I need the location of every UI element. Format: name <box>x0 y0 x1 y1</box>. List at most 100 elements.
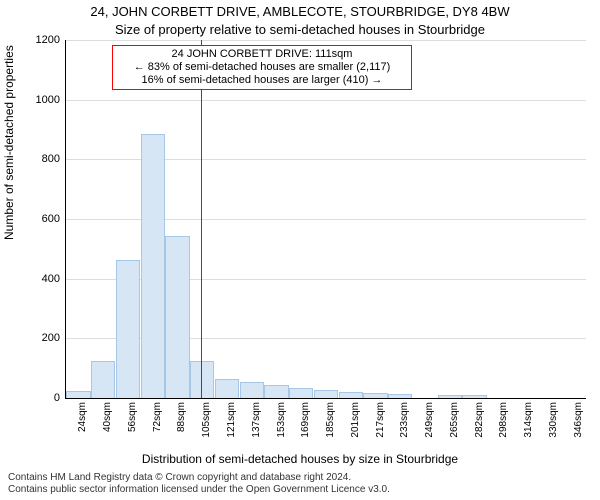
title-line-1: 24, JOHN CORBETT DRIVE, AMBLECOTE, STOUR… <box>0 4 600 19</box>
y-tick-label: 1200 <box>26 34 60 46</box>
x-tick-label: 314sqm <box>523 402 534 438</box>
bar-slot <box>165 40 190 398</box>
title-line-2: Size of property relative to semi-detach… <box>0 22 600 37</box>
x-tick-slot: 40sqm <box>90 400 115 450</box>
x-tick-slot: 249sqm <box>412 400 437 450</box>
bar-slot <box>462 40 487 398</box>
histogram-bar <box>66 391 90 398</box>
bar-slot <box>314 40 339 398</box>
x-tick-slot: 330sqm <box>536 400 561 450</box>
x-tick-label: 282sqm <box>474 402 485 438</box>
x-tick-slot: 314sqm <box>511 400 536 450</box>
annotation-line-2: ← 83% of semi-detached houses are smalle… <box>117 61 407 74</box>
chart-container: 24, JOHN CORBETT DRIVE, AMBLECOTE, STOUR… <box>0 0 600 500</box>
histogram-bar <box>141 134 165 398</box>
histogram-bar <box>190 361 214 398</box>
x-tick-label: 298sqm <box>498 402 509 438</box>
histogram-bars <box>66 40 586 398</box>
histogram-bar <box>462 395 486 398</box>
bar-slot <box>537 40 562 398</box>
x-tick-slot: 169sqm <box>288 400 313 450</box>
bar-slot <box>363 40 388 398</box>
x-tick-label: 249sqm <box>424 402 435 438</box>
x-tick-slot: 137sqm <box>238 400 263 450</box>
x-tick-slot: 24sqm <box>65 400 90 450</box>
x-tick-label: 40sqm <box>102 402 113 432</box>
histogram-bar <box>116 260 140 398</box>
bar-slot <box>116 40 141 398</box>
x-tick-label: 265sqm <box>449 402 460 438</box>
bar-slot <box>413 40 438 398</box>
bar-slot <box>66 40 91 398</box>
x-tick-slot: 153sqm <box>263 400 288 450</box>
y-tick-label: 400 <box>26 273 60 285</box>
x-tick-slot: 282sqm <box>461 400 486 450</box>
histogram-bar <box>339 392 363 398</box>
x-tick-label: 72sqm <box>152 402 163 432</box>
x-tick-label: 88sqm <box>176 402 187 432</box>
x-tick-slot: 105sqm <box>189 400 214 450</box>
y-tick-label: 600 <box>26 213 60 225</box>
x-tick-label: 24sqm <box>77 402 88 432</box>
annotation-box: 24 JOHN CORBETT DRIVE: 111sqm ← 83% of s… <box>112 45 412 90</box>
bar-slot <box>190 40 215 398</box>
x-tick-slot: 265sqm <box>436 400 461 450</box>
x-axis-label: Distribution of semi-detached houses by … <box>0 452 600 466</box>
x-tick-label: 346sqm <box>573 402 584 438</box>
x-tick-label: 201sqm <box>350 402 361 438</box>
plot-area <box>65 40 586 399</box>
x-tick-slot: 217sqm <box>362 400 387 450</box>
histogram-bar <box>91 361 115 398</box>
x-tick-slot: 346sqm <box>560 400 585 450</box>
x-tick-label: 330sqm <box>548 402 559 438</box>
bar-slot <box>140 40 165 398</box>
bar-slot <box>338 40 363 398</box>
footer-line-2: Contains public sector information licen… <box>8 484 592 496</box>
x-tick-label: 105sqm <box>201 402 212 438</box>
y-tick-label: 0 <box>26 392 60 404</box>
x-tick-slot: 88sqm <box>164 400 189 450</box>
bar-slot <box>561 40 586 398</box>
y-tick-label: 800 <box>26 153 60 165</box>
bar-slot <box>487 40 512 398</box>
x-tick-label: 153sqm <box>276 402 287 438</box>
x-tick-label: 137sqm <box>251 402 262 438</box>
x-tick-label: 56sqm <box>127 402 138 432</box>
histogram-bar <box>240 382 264 398</box>
histogram-bar <box>438 395 462 398</box>
x-tick-slot: 298sqm <box>486 400 511 450</box>
histogram-bar <box>215 379 239 398</box>
bar-slot <box>289 40 314 398</box>
bar-slot <box>91 40 116 398</box>
histogram-bar <box>363 393 387 398</box>
histogram-bar <box>314 390 338 398</box>
footer-line-1: Contains HM Land Registry data © Crown c… <box>8 472 592 484</box>
x-tick-labels: 24sqm 40sqm 56sqm 72sqm 88sqm 105sqm 121sqm 137… <box>65 400 585 450</box>
bar-slot <box>215 40 240 398</box>
footer-attribution: Contains HM Land Registry data © Crown c… <box>8 472 592 496</box>
y-tick-label: 1000 <box>26 94 60 106</box>
marker-line <box>201 40 202 398</box>
x-tick-label: 121sqm <box>226 402 237 438</box>
x-tick-slot: 121sqm <box>214 400 239 450</box>
histogram-bar <box>289 388 313 398</box>
bar-slot <box>437 40 462 398</box>
y-axis-label: Number of semi-detached properties <box>2 45 16 240</box>
bar-slot <box>264 40 289 398</box>
y-tick-label: 200 <box>26 332 60 344</box>
x-tick-slot: 201sqm <box>337 400 362 450</box>
x-tick-label: 169sqm <box>300 402 311 438</box>
x-tick-slot: 185sqm <box>313 400 338 450</box>
x-tick-slot: 233sqm <box>387 400 412 450</box>
histogram-bar <box>264 385 288 398</box>
bar-slot <box>512 40 537 398</box>
annotation-line-1: 24 JOHN CORBETT DRIVE: 111sqm <box>117 48 407 61</box>
x-tick-label: 233sqm <box>399 402 410 438</box>
x-tick-label: 217sqm <box>375 402 386 438</box>
histogram-bar <box>165 236 189 398</box>
x-tick-slot: 56sqm <box>115 400 140 450</box>
bar-slot <box>239 40 264 398</box>
x-tick-label: 185sqm <box>325 402 336 438</box>
annotation-line-3: 16% of semi-detached houses are larger (… <box>117 74 407 87</box>
histogram-bar <box>388 394 412 398</box>
